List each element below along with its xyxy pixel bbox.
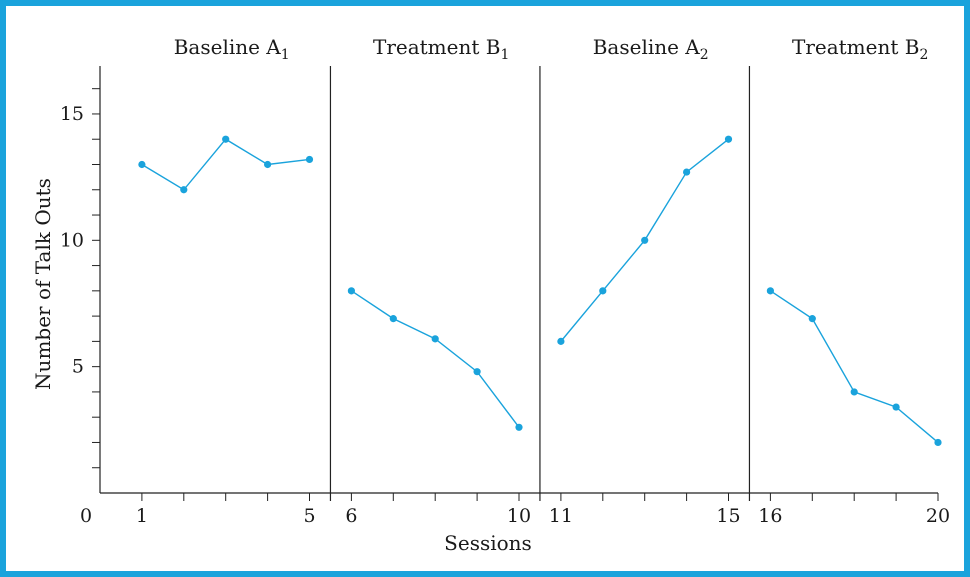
x-tick-label: 6 [345, 505, 357, 527]
data-point [724, 135, 733, 143]
phase-name: Baseline A [593, 35, 701, 59]
x-tick-label: 11 [549, 505, 573, 527]
phase-subscript: 2 [700, 47, 709, 63]
data-point [305, 155, 314, 164]
phase-label: Treatment B2 [792, 35, 928, 63]
phase-label: Baseline A2 [593, 35, 709, 63]
phase-subscript: 2 [919, 47, 928, 63]
x-tick-label: 20 [926, 505, 950, 527]
phase-subscript: 1 [500, 47, 509, 63]
data-point [766, 287, 775, 295]
x-tick-label: 5 [303, 505, 315, 527]
data-point [515, 423, 523, 431]
data-point [683, 168, 691, 176]
x-tick-label: 10 [507, 505, 531, 527]
phase-subscript: 1 [281, 47, 290, 63]
data-point [347, 287, 355, 295]
data-point [599, 287, 607, 295]
x-tick-label: 1 [136, 505, 148, 527]
data-point [557, 337, 565, 345]
data-point [850, 388, 858, 396]
series-line [351, 290, 520, 428]
data-points [138, 135, 942, 447]
phase-label: Baseline A1 [174, 35, 290, 63]
phase-name: Treatment B [373, 35, 500, 59]
phase-labels: Baseline A1 Treatment B1 Baseline A2 Treatm… [174, 35, 929, 63]
y-axis-title: Number of Talk Outs [31, 178, 55, 390]
x-tick-label: 16 [758, 505, 782, 527]
data-point [431, 335, 439, 343]
y-tick-label: 5 [72, 356, 84, 378]
data-point [180, 186, 188, 194]
data-point [222, 135, 230, 143]
data-point [808, 315, 816, 323]
data-point [473, 368, 481, 376]
series-line [770, 290, 939, 443]
phase-name: Treatment B [792, 35, 919, 59]
data-point [934, 438, 942, 447]
data-point [892, 403, 900, 411]
data-point [389, 315, 397, 323]
phase-name: Baseline A [174, 35, 282, 59]
y-tick-label: 10 [60, 229, 84, 251]
data-point [138, 160, 146, 169]
y-tick-label: 15 [60, 103, 84, 125]
data-point [641, 236, 649, 244]
x-axis-title: Sessions [444, 531, 532, 555]
x-tick-label: 15 [716, 505, 740, 527]
phase-label: Treatment B1 [373, 35, 509, 63]
data-point [264, 160, 272, 169]
x-tick-label: 0 [80, 505, 92, 527]
series-line [141, 138, 310, 191]
phase-dividers [329, 66, 751, 501]
